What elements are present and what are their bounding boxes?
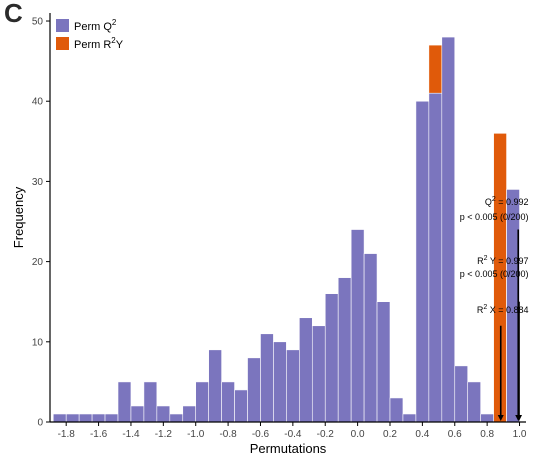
x-tick-label: 0.0	[351, 429, 365, 440]
legend: Perm Q2 Perm R2Y	[56, 18, 124, 51]
y-tick-label: 50	[32, 17, 44, 28]
x-tick-label: 0.8	[480, 429, 494, 440]
q2-bar	[273, 341, 287, 423]
y-tick-label: 0	[37, 418, 43, 429]
x-tick-label: -0.8	[219, 429, 237, 440]
y-tick-label: 10	[32, 337, 44, 348]
y-tick-label: 30	[32, 177, 44, 188]
x-tick-label: -1.6	[90, 429, 108, 440]
x-tick-label: -1.0	[187, 429, 205, 440]
r2x-arrowhead	[497, 415, 504, 421]
q2-bar	[234, 389, 248, 423]
r2y-p-value-label: p < 0.005 (0/200)	[460, 269, 529, 279]
x-tick-label: -1.4	[122, 429, 140, 440]
q2-bar	[467, 381, 481, 423]
q2-bar	[117, 381, 132, 423]
axes: -1.8 -1.6 -1.4 -1.2 -1.0 -0.8 -0.6 -0.4 -0.2 0.0 0…	[11, 13, 527, 456]
x-tick-label: 0.4	[415, 429, 429, 440]
r2x-stat-label: R2 X = 0.884	[477, 304, 529, 315]
q2-bar	[247, 357, 261, 423]
x-tick-label: -0.4	[284, 429, 302, 440]
y-axis-title: Frequency	[11, 186, 26, 248]
q2-bar	[389, 397, 404, 423]
q2-bar	[441, 36, 456, 423]
x-axis-title: Permutations	[250, 441, 327, 456]
q2-bar	[208, 349, 222, 423]
x-tick-label: -1.8	[58, 429, 76, 440]
x-tick-label: 0.2	[383, 429, 397, 440]
q2-bar	[52, 413, 67, 423]
q2-bar	[480, 413, 494, 423]
y-tick-label: 40	[32, 97, 44, 108]
q2-bar	[311, 325, 326, 423]
x-tick-label: 0.6	[448, 429, 462, 440]
q2-bar	[78, 413, 93, 423]
q2-bar	[169, 413, 184, 423]
q2-bar	[350, 229, 365, 423]
legend-label: Perm Q2	[74, 18, 117, 33]
q2-bar	[324, 293, 339, 423]
q2-bar	[65, 413, 80, 423]
legend-swatch	[56, 37, 69, 50]
q2-bars	[52, 36, 520, 423]
r2y-arrowhead	[516, 415, 523, 421]
q2-bar	[130, 405, 145, 423]
q2-bar	[260, 333, 274, 423]
q2-bar	[91, 413, 106, 423]
legend-swatch	[56, 19, 69, 32]
x-tick-label: -1.2	[155, 429, 173, 440]
q2-p-value-label: p < 0.005 (0/200)	[460, 212, 529, 222]
q2-bar	[428, 92, 443, 423]
q2-bar	[337, 277, 352, 423]
q2-bar	[195, 381, 209, 423]
q2-bar	[104, 413, 119, 423]
legend-label: Perm R2Y	[74, 36, 124, 51]
annotations: Q2 = 0.992 p < 0.005 (0/200) R2 Y = 0.997 p…	[460, 196, 529, 421]
q2-bar	[299, 317, 313, 423]
x-tick-label: -0.2	[317, 429, 335, 440]
q2-bar	[363, 253, 378, 423]
q2-bar	[454, 365, 469, 423]
q2-bar	[143, 381, 158, 423]
panel-label: C	[4, 0, 23, 28]
x-tick-label: -0.6	[252, 429, 270, 440]
q2-bar	[376, 301, 391, 423]
x-tick-label: 1.0	[513, 429, 527, 440]
q2-bar	[402, 413, 417, 423]
q2-stat-label: Q2 = 0.992	[485, 196, 529, 207]
q2-bar	[415, 100, 430, 423]
q2-bar	[221, 381, 235, 423]
q2-bar	[156, 405, 171, 423]
r2y-stat-label: R2 Y = 0.997	[477, 255, 528, 266]
q2-bar	[182, 405, 197, 423]
q2-bar	[286, 349, 300, 423]
y-tick-label: 20	[32, 257, 44, 268]
